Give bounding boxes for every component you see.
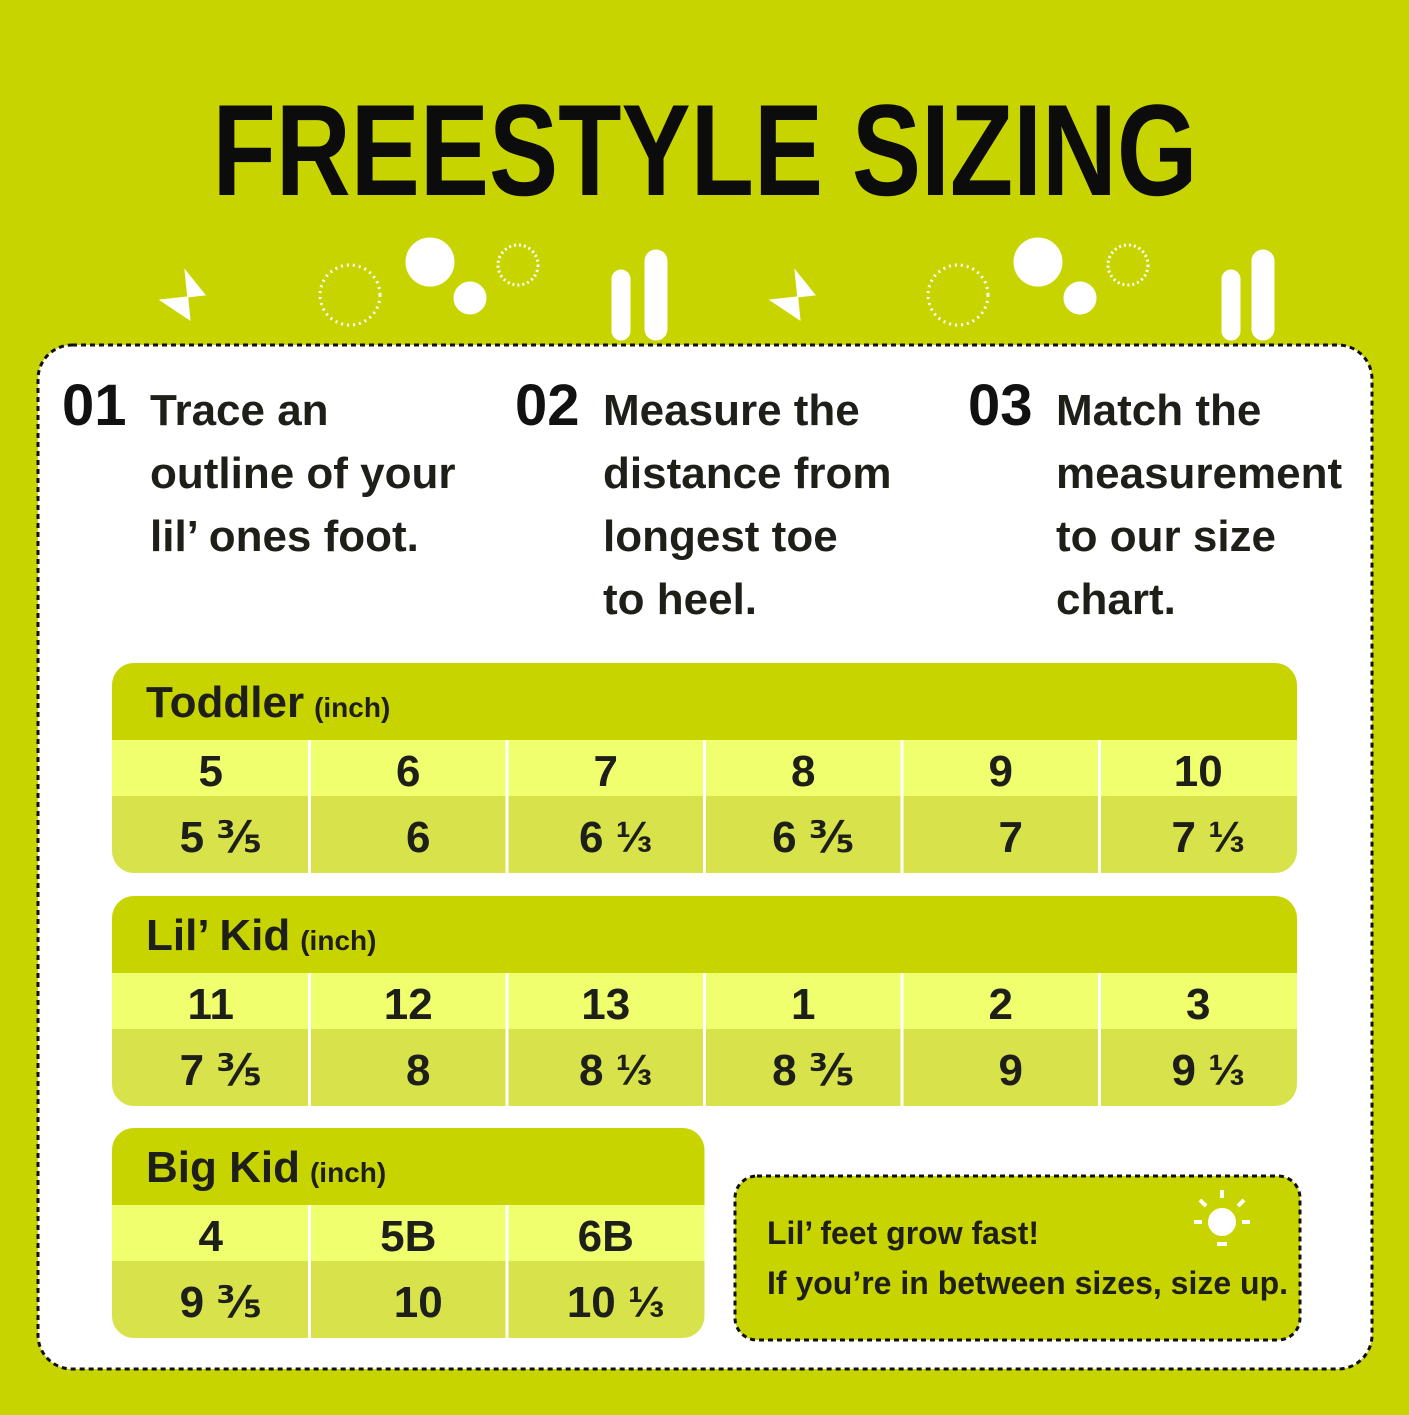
step-text: longest toe: [603, 512, 838, 561]
dandelion: [1106, 243, 1150, 287]
table-header: [112, 663, 1297, 740]
step-number: 02: [515, 373, 580, 438]
inch-value: 8 ⅓: [579, 1046, 652, 1095]
size-table: [112, 663, 1297, 873]
cattail: [644, 249, 668, 341]
inch-value: 10: [394, 1278, 443, 1327]
step-number: 03: [968, 373, 1033, 438]
step-text: outline of your: [150, 449, 456, 498]
inch-value: 6 ⅓: [579, 813, 652, 862]
cattail: [1251, 249, 1275, 341]
note-text: Lil’ feet grow fast!: [767, 1215, 1039, 1251]
step-text: Match the: [1056, 386, 1261, 435]
size-value: 3: [1186, 980, 1210, 1029]
flower: [1013, 237, 1063, 287]
size-value: 2: [989, 980, 1013, 1029]
cattail: [611, 269, 631, 341]
dandelion: [496, 243, 540, 287]
table-title-unit: (inch): [300, 925, 376, 956]
step-text: Trace an: [150, 386, 329, 435]
table-title-unit: (inch): [310, 1157, 386, 1188]
title: FREESTYLE SIZING: [213, 77, 1198, 223]
decoration: [158, 237, 1275, 341]
inch-value: 6 ⅗: [772, 813, 854, 862]
flower: [405, 237, 455, 287]
step-text: Measure the: [603, 386, 860, 435]
inch-value: 7 ⅓: [1172, 813, 1245, 862]
table-title: Lil’ Kid (inch): [146, 911, 376, 960]
size-value: 6B: [578, 1212, 634, 1261]
table-title-name: Big Kid: [146, 1143, 300, 1192]
note-text: If you’re in between sizes, size up.: [767, 1265, 1288, 1301]
size-value: 6: [396, 747, 420, 796]
dandelion: [318, 263, 382, 327]
size-value: 10: [1174, 747, 1223, 796]
flower: [453, 281, 487, 315]
inch-value: 9: [999, 1046, 1023, 1095]
step-text: chart.: [1056, 575, 1176, 624]
table-title-name: Lil’ Kid: [146, 911, 290, 960]
bulb-ray: [1198, 1198, 1208, 1208]
flower: [1063, 281, 1097, 315]
inch-value: 6: [406, 813, 430, 862]
size-value: 12: [384, 980, 433, 1029]
inch-value: 7: [999, 813, 1023, 862]
size-value: 4: [199, 1212, 224, 1261]
size-value: 11: [187, 980, 234, 1029]
table-header: [112, 1128, 705, 1205]
inch-value: 8: [406, 1046, 430, 1095]
inch-value: 5 ⅗: [180, 813, 262, 862]
step-text: measurement: [1056, 449, 1342, 498]
size-value: 13: [581, 980, 630, 1029]
pinwheel: [768, 268, 816, 322]
table-title: Toddler (inch): [146, 678, 390, 727]
size-table: [112, 896, 1297, 1106]
table-title: Big Kid (inch): [146, 1143, 386, 1192]
step-text: to our size: [1056, 512, 1276, 561]
size-value: 9: [989, 747, 1013, 796]
table-title-unit: (inch): [314, 692, 390, 723]
step-text: to heel.: [603, 575, 757, 624]
inch-value: 8 ⅗: [772, 1046, 854, 1095]
size-row: [112, 1205, 705, 1261]
inch-value: 9 ⅗: [180, 1278, 262, 1327]
inch-row: [112, 1261, 705, 1338]
step-text: distance from: [603, 449, 892, 498]
note-box: [733, 1174, 1302, 1342]
bulb-ray: [1236, 1198, 1246, 1208]
step-number: 01: [62, 373, 127, 438]
step-text: lil’ ones foot.: [150, 512, 419, 561]
table-title-name: Toddler: [146, 678, 304, 727]
cattail: [1221, 269, 1241, 341]
size-value: 5B: [380, 1212, 436, 1261]
size-value: 7: [594, 747, 618, 796]
dandelion: [926, 263, 990, 327]
inch-value: 9 ⅓: [1172, 1046, 1245, 1095]
inch-value: 10 ⅓: [567, 1278, 665, 1327]
bulb-icon: [1194, 1190, 1250, 1246]
bulb: [1208, 1208, 1236, 1236]
size-value: 1: [791, 980, 815, 1029]
pinwheel: [158, 268, 206, 322]
size-value: 5: [199, 747, 223, 796]
size-value: 8: [791, 747, 815, 796]
table-header: [112, 896, 1297, 973]
size-table: [112, 1128, 705, 1338]
inch-value: 7 ⅗: [180, 1046, 262, 1095]
